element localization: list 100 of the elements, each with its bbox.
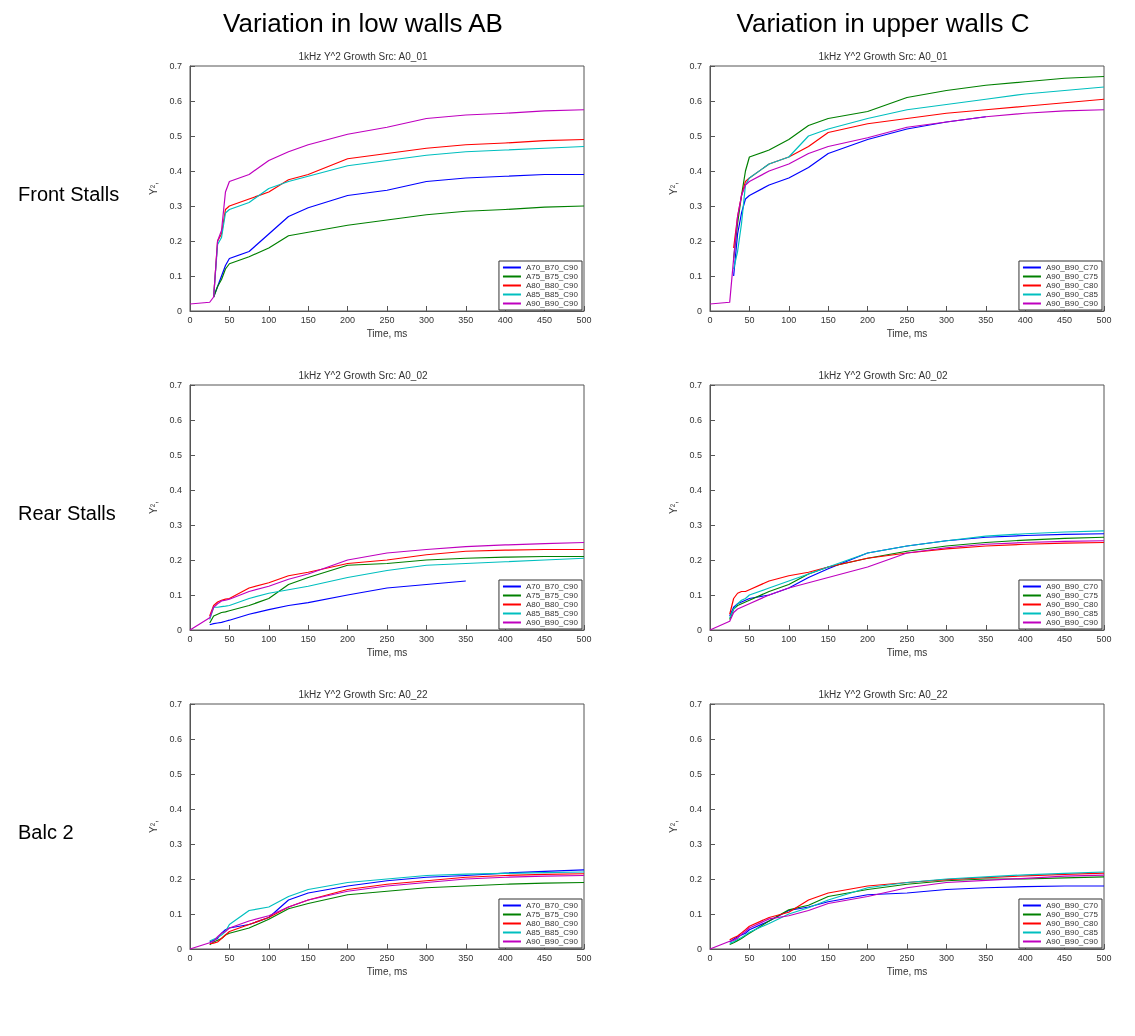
legend-label: A70_B70_C90 <box>525 263 579 272</box>
y-tick-label: 0.7 <box>689 699 702 709</box>
x-tick-label: 100 <box>781 633 797 644</box>
y-tick-label: 0.3 <box>169 839 182 849</box>
x-tick-label: 500 <box>576 633 592 644</box>
y-tick-label: 0.1 <box>169 590 182 600</box>
y-tick-label: 0.5 <box>169 769 182 779</box>
legend-label: A90_B90_C70 <box>1045 263 1099 272</box>
x-tick-label: 450 <box>1057 952 1073 963</box>
x-tick-label: 400 <box>1017 633 1033 644</box>
x-tick-label: 500 <box>576 314 592 325</box>
x-tick-label: 250 <box>379 314 395 325</box>
x-tick-label: 350 <box>978 314 994 325</box>
x-tick-label: 250 <box>899 633 915 644</box>
x-tick-label: 150 <box>820 633 836 644</box>
x-tick-label: 450 <box>1057 633 1073 644</box>
x-tick-label: 350 <box>978 633 994 644</box>
y-tick-label: 0.1 <box>689 590 702 600</box>
y-axis-title: Y², <box>148 820 160 833</box>
x-tick-label: 350 <box>458 314 474 325</box>
x-tick-label: 400 <box>1017 952 1033 963</box>
y-tick-label: 0.5 <box>689 769 702 779</box>
x-axis-title: Time, ms <box>366 328 408 340</box>
y-tick-label: 0.5 <box>689 131 702 141</box>
x-tick-label: 300 <box>938 952 954 963</box>
y-tick-label: 0.3 <box>169 520 182 530</box>
x-tick-label: 450 <box>537 633 553 644</box>
y-tick-label: 0.7 <box>689 380 702 390</box>
chart-title: 1kHz Y^2 Growth Src: A0_22 <box>818 688 948 700</box>
y-tick-label: 0.3 <box>689 520 702 530</box>
x-tick-label: 500 <box>1096 952 1112 963</box>
x-tick-label: 50 <box>744 314 755 325</box>
legend-label: A90_B90_C85 <box>1045 290 1099 299</box>
x-tick-label: 500 <box>1096 633 1112 644</box>
x-tick-label: 50 <box>744 952 755 963</box>
y-tick-label: 0.2 <box>689 555 702 565</box>
y-tick-label: 0.4 <box>169 485 182 495</box>
x-tick-label: 400 <box>497 952 513 963</box>
x-tick-label: 200 <box>860 952 876 963</box>
line-series <box>209 580 467 626</box>
legend-label: A85_B85_C90 <box>525 928 579 937</box>
line-series <box>213 205 585 298</box>
legend-label: A75_B75_C90 <box>525 591 579 600</box>
x-tick-label: 250 <box>379 633 395 644</box>
x-tick-label: 0 <box>707 314 713 325</box>
y-axis-title: Y², <box>668 182 680 195</box>
y-tick-label: 0.2 <box>169 236 182 246</box>
x-tick-label: 300 <box>418 633 434 644</box>
y-tick-label: 0.1 <box>689 271 702 281</box>
legend-label: A85_B85_C90 <box>525 290 579 299</box>
y-axis-title: Y², <box>148 501 160 514</box>
y-tick-label: 0.1 <box>689 909 702 919</box>
x-tick-label: 450 <box>1057 314 1073 325</box>
legend-label: A90_B90_C85 <box>1045 609 1099 618</box>
x-tick-label: 50 <box>224 633 235 644</box>
legend-label: A70_B70_C90 <box>525 901 579 910</box>
x-tick-label: 500 <box>576 952 592 963</box>
chart-title: 1kHz Y^2 Growth Src: A0_01 <box>818 50 948 62</box>
y-tick-label: 0 <box>696 625 702 635</box>
y-tick-label: 0.2 <box>169 555 182 565</box>
y-tick-label: 0.1 <box>169 909 182 919</box>
x-tick-label: 50 <box>744 633 755 644</box>
x-axis-title: Time, ms <box>366 966 408 978</box>
y-tick-label: 0.2 <box>689 236 702 246</box>
y-tick-label: 0.4 <box>689 485 702 495</box>
x-tick-label: 50 <box>224 314 235 325</box>
x-tick-label: 200 <box>340 952 356 963</box>
x-tick-label: 200 <box>860 633 876 644</box>
x-tick-label: 250 <box>899 314 915 325</box>
x-tick-label: 100 <box>261 633 277 644</box>
legend-label: A90_B90_C70 <box>1045 901 1099 910</box>
x-tick-label: 400 <box>497 633 513 644</box>
y-tick-label: 0.7 <box>169 380 182 390</box>
x-tick-label: 350 <box>458 633 474 644</box>
x-tick-label: 200 <box>340 314 356 325</box>
legend-label: A90_B90_C90 <box>525 618 579 627</box>
y-tick-label: 0 <box>176 625 182 635</box>
x-tick-label: 500 <box>1096 314 1112 325</box>
x-tick-label: 400 <box>1017 314 1033 325</box>
legend-label: A90_B90_C75 <box>1045 910 1099 919</box>
x-tick-label: 0 <box>187 952 193 963</box>
chart-title: 1kHz Y^2 Growth Src: A0_02 <box>298 369 428 381</box>
line-series <box>209 548 585 617</box>
legend-label: A90_B90_C90 <box>1045 618 1099 627</box>
x-tick-label: 150 <box>300 633 316 644</box>
y-tick-label: 0.6 <box>689 734 702 744</box>
y-axis-title: Y², <box>148 182 160 195</box>
y-tick-label: 0.2 <box>169 874 182 884</box>
x-tick-label: 0 <box>187 633 193 644</box>
legend-label: A75_B75_C90 <box>525 272 579 281</box>
y-tick-label: 0 <box>176 306 182 316</box>
x-axis-title: Time, ms <box>886 647 928 659</box>
y-tick-label: 0.3 <box>689 201 702 211</box>
x-tick-label: 50 <box>224 952 235 963</box>
y-tick-label: 0.4 <box>689 166 702 176</box>
chart-title: 1kHz Y^2 Growth Src: A0_22 <box>298 688 428 700</box>
y-axis-title: Y², <box>668 501 680 514</box>
y-tick-label: 0.6 <box>169 734 182 744</box>
legend-label: A90_B90_C85 <box>1045 928 1099 937</box>
x-tick-label: 350 <box>978 952 994 963</box>
